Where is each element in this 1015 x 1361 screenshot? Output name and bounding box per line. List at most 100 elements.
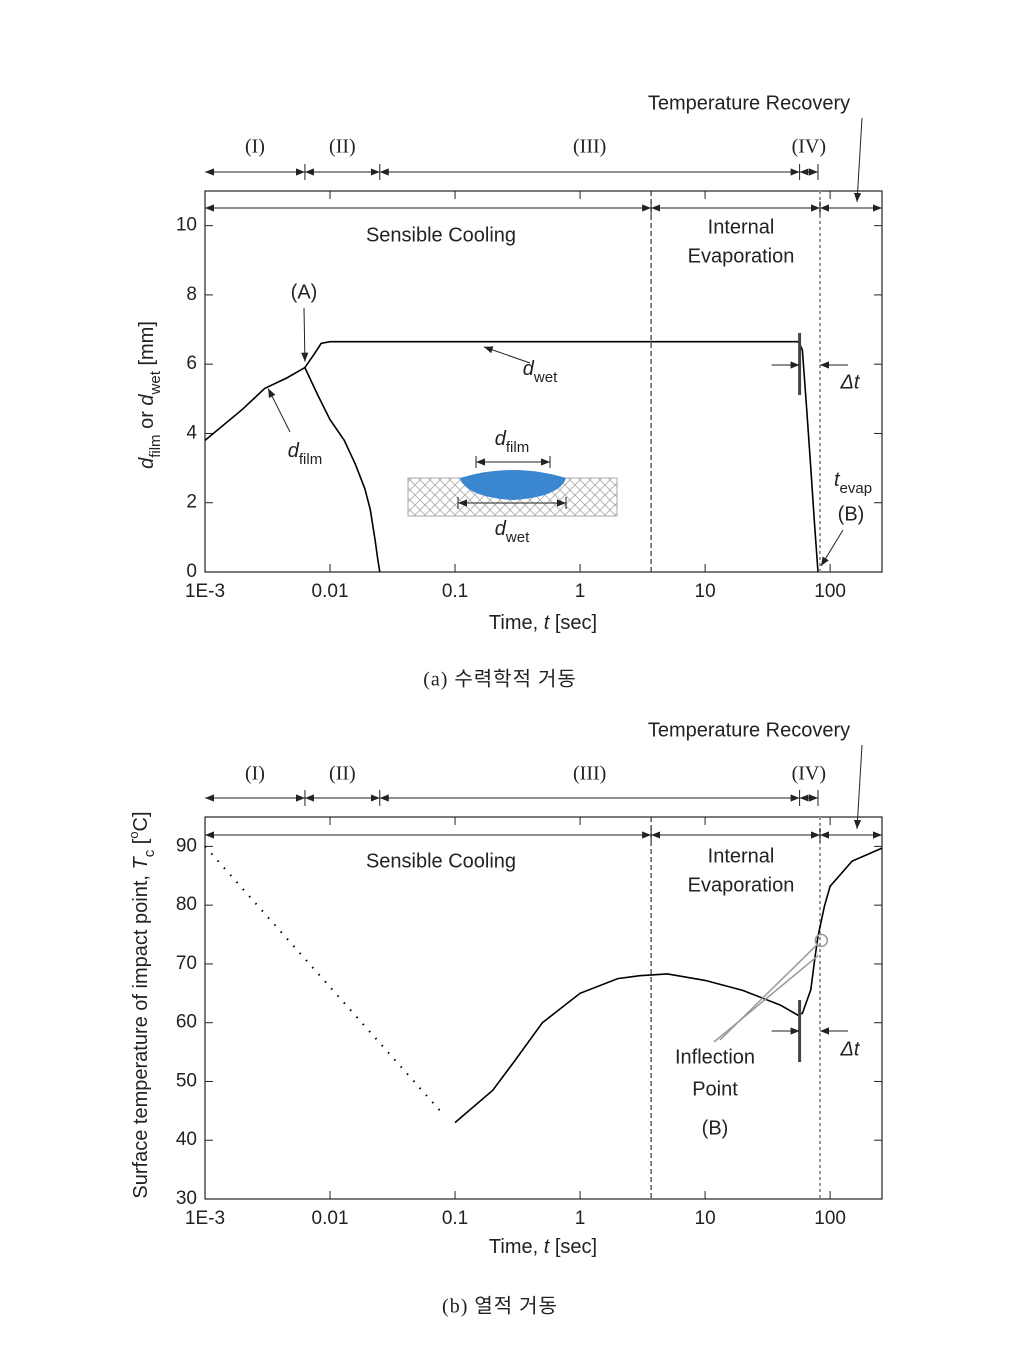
y-tick-label: 8	[186, 284, 197, 305]
annotation-pointer	[820, 529, 844, 567]
region-label: Evaporation	[688, 245, 795, 267]
text-part: Surface temperature of impact point,	[130, 870, 152, 1199]
y-axis-label: Surface temperature of impact point, Tc …	[126, 811, 159, 1198]
y-tick-label: 70	[176, 953, 197, 974]
inset-label: dfilm	[495, 428, 529, 456]
annotation: tevap	[834, 469, 872, 497]
region-label: Temperature Recovery	[648, 92, 850, 114]
region-label: Sensible Cooling	[366, 224, 516, 246]
x-tick-label: 0.1	[442, 1208, 468, 1229]
y-tick-label: 10	[176, 215, 197, 236]
text-part: d	[523, 358, 535, 380]
y-tick-label: 6	[186, 353, 197, 374]
annotation-pointer	[301, 307, 309, 362]
y-tick-label: 30	[176, 1188, 197, 1209]
text-part: [mm]	[136, 321, 158, 371]
phase-label: (I)	[245, 136, 265, 158]
text-part: d	[495, 428, 507, 450]
y-tick-label: 40	[176, 1129, 197, 1150]
text-part: Time,	[489, 1236, 544, 1258]
text-part: film	[506, 439, 529, 456]
series-pointer	[483, 346, 531, 364]
series-label: dwet	[523, 358, 558, 386]
phase-label: (II)	[329, 763, 356, 785]
x-tick-label: 0.01	[312, 581, 349, 602]
y-tick-label: 2	[186, 492, 197, 513]
caption: (a) 수력학적 거동	[423, 668, 577, 691]
x-tick-label: 10	[695, 581, 716, 602]
text-part: film	[147, 434, 164, 457]
phase-label: (IV)	[792, 136, 826, 158]
y-tick-label: 60	[176, 1012, 197, 1033]
annotation: (B)	[702, 1117, 729, 1139]
text-part: t	[834, 469, 841, 491]
plot-frame	[204, 816, 883, 1200]
text-part: T	[130, 856, 152, 870]
text-part: t	[544, 612, 551, 634]
region-label: Evaporation	[688, 874, 795, 896]
x-tick-label: 0.01	[312, 1208, 349, 1229]
inflection-point	[814, 933, 829, 948]
region-label: Internal	[708, 845, 775, 867]
text-part: evap	[840, 480, 873, 497]
y-tick-label: 90	[176, 835, 197, 856]
region-label: Internal	[708, 216, 775, 238]
annotation-pointer	[713, 954, 819, 1043]
x-tick-label: 1E-3	[185, 1208, 225, 1229]
caption: (b) 열적 거동	[442, 1295, 558, 1318]
data-line	[204, 366, 381, 573]
text-part: d	[495, 518, 507, 540]
text-part: [sec]	[549, 612, 597, 634]
x-tick-label: 1E-3	[185, 581, 225, 602]
data-line	[454, 847, 883, 1124]
text-part: or	[136, 406, 158, 435]
text-part: wet	[505, 529, 530, 546]
phase-label: (III)	[573, 136, 606, 158]
text-part: t	[544, 1236, 551, 1258]
series-pointer	[267, 388, 291, 433]
delta-label: Δt	[840, 1038, 861, 1060]
text-part: wet	[147, 370, 164, 395]
region-label: Sensible Cooling	[366, 850, 516, 872]
text-part: d	[136, 457, 158, 469]
text-part: [sec]	[549, 1236, 597, 1258]
droplet	[460, 470, 566, 500]
phase-label: (IV)	[792, 763, 826, 785]
region-label: Temperature Recovery	[648, 719, 850, 741]
text-part: d	[288, 440, 300, 462]
delta-label: Δt	[840, 371, 861, 393]
text-part: Time,	[489, 612, 544, 634]
text-part: C]	[130, 811, 152, 831]
x-tick-label: 10	[695, 1208, 716, 1229]
text-part: [	[130, 838, 152, 850]
text-part: film	[299, 451, 322, 468]
text-part: o	[126, 831, 141, 838]
x-axis-label: Time, t [sec]	[489, 1236, 597, 1258]
text-part: wet	[533, 369, 558, 386]
phase-label: (III)	[573, 763, 606, 785]
series-label: dfilm	[288, 440, 322, 468]
annotation: (B)	[838, 503, 865, 525]
phase-label: (I)	[245, 763, 265, 785]
x-axis-label: Time, t [sec]	[489, 612, 597, 634]
y-tick-label: 80	[176, 894, 197, 915]
y-tick-label: 50	[176, 1070, 197, 1091]
x-tick-label: 1	[575, 1208, 586, 1229]
y-tick-label: 0	[186, 561, 197, 582]
data-line	[204, 845, 441, 1112]
text-part: c	[141, 849, 158, 857]
inset-label: dwet	[495, 518, 530, 546]
annotation: Point	[692, 1078, 738, 1100]
x-tick-label: 100	[814, 581, 846, 602]
y-axis-label: dfilm or dwet [mm]	[136, 321, 164, 469]
recovery-pointer	[853, 744, 863, 830]
x-tick-label: 100	[814, 1208, 846, 1229]
x-tick-label: 1	[575, 581, 586, 602]
y-tick-label: 4	[186, 422, 197, 443]
annotation: Inflection	[675, 1046, 755, 1068]
text-part: d	[136, 394, 158, 406]
phase-label: (II)	[329, 136, 356, 158]
x-tick-label: 0.1	[442, 581, 468, 602]
recovery-pointer	[853, 117, 863, 203]
